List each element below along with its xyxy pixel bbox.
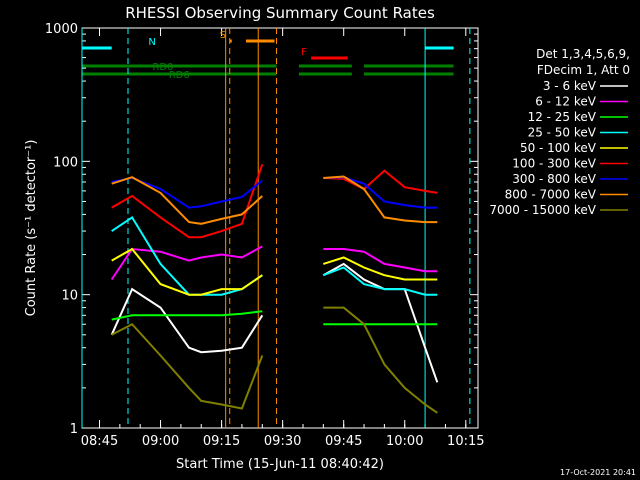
x-tick-label: 10:15 xyxy=(447,434,484,449)
legend-entry: 50 - 100 keV xyxy=(520,141,597,155)
legend-header: FDecim 1, Att 0 xyxy=(537,63,630,77)
legend-entry: 6 - 12 keV xyxy=(535,95,597,109)
timestamp: 17-Oct-2021 20:41 xyxy=(560,468,636,477)
flag-label: RD0 xyxy=(152,62,173,73)
flag-label: RD6 xyxy=(169,70,190,81)
x-tick-label: 08:45 xyxy=(81,434,118,449)
legend-entry: 300 - 800 keV xyxy=(512,172,596,186)
x-tick-label: 09:45 xyxy=(325,434,362,449)
y-tick-label: 1000 xyxy=(45,22,78,37)
flag-label: F xyxy=(301,47,307,58)
legend-entry: 7000 - 15000 keV xyxy=(489,203,596,217)
x-tick-label: 09:30 xyxy=(264,434,301,449)
legend-entry: 3 - 6 keV xyxy=(543,79,597,93)
series-line xyxy=(323,248,438,273)
series-line xyxy=(323,175,438,224)
y-axis-label: Count Rate (s⁻¹ detector⁻¹) xyxy=(24,140,39,317)
series-line xyxy=(110,245,263,281)
y-tick-label: 1 xyxy=(70,422,78,437)
legend-entry: 25 - 50 keV xyxy=(528,126,597,140)
series-line xyxy=(323,169,438,194)
legend-header: Det 1,3,4,5,6,9, xyxy=(536,47,630,61)
flag-label: N xyxy=(148,37,155,48)
chart-title: RHESSI Observing Summary Count Rates xyxy=(125,4,435,22)
series-line xyxy=(111,322,264,410)
x-tick-label: 09:15 xyxy=(203,434,240,449)
x-axis-label: Start Time (15-Jun-11 08:40:42) xyxy=(176,457,384,472)
series-line xyxy=(111,310,263,321)
series-line xyxy=(111,163,264,239)
plot-area: 1 10 100 1000 08:45 09:00 09:15 09:30 09:45 10:00… xyxy=(45,22,485,449)
flag-label: S xyxy=(220,30,226,41)
legend-entry: 800 - 7000 keV xyxy=(505,188,597,202)
y-tick-label: 10 xyxy=(61,289,78,304)
series-line xyxy=(323,306,438,414)
y-tick-label: 100 xyxy=(53,155,78,170)
legend: Det 1,3,4,5,6,9, FDecim 1, Att 0 3 - 6 keV… xyxy=(489,47,630,217)
x-tick-label: 10:00 xyxy=(386,434,423,449)
series-line xyxy=(110,287,264,354)
series-line xyxy=(111,247,263,296)
series-line xyxy=(323,256,438,281)
legend-entry: 12 - 25 keV xyxy=(528,110,597,124)
legend-entry: 100 - 300 keV xyxy=(512,157,596,171)
x-tick-label: 09:00 xyxy=(142,434,179,449)
series-line xyxy=(322,266,438,296)
series-line xyxy=(111,176,263,225)
